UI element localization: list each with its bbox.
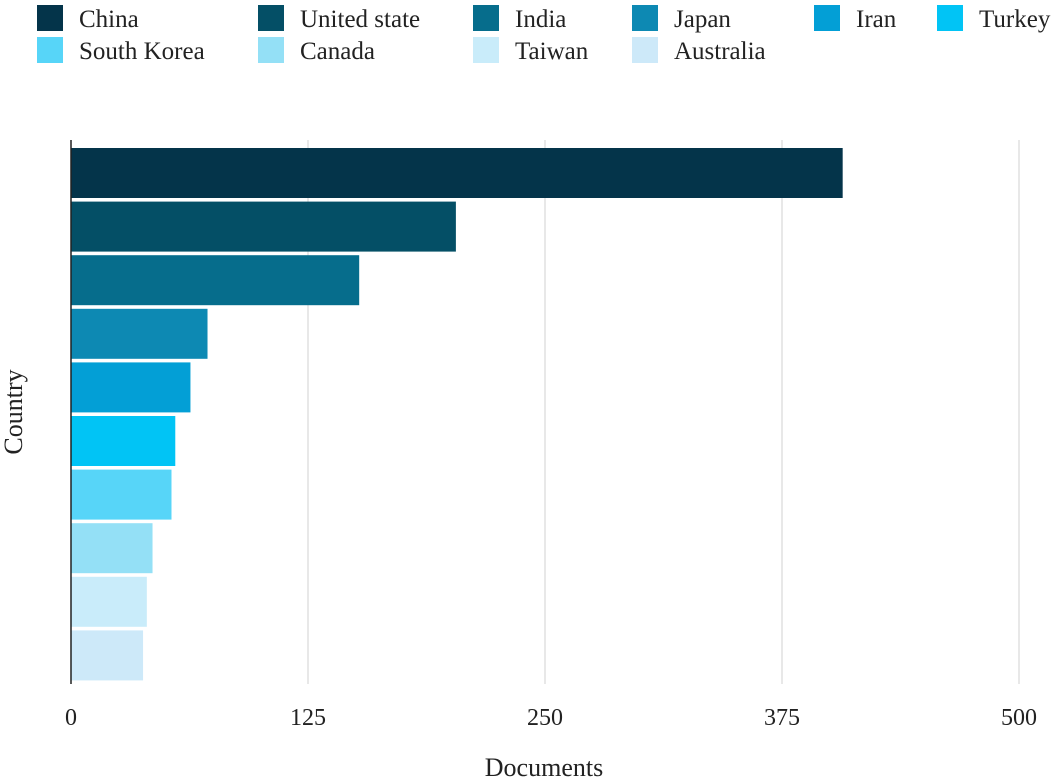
legend-swatch <box>258 37 284 63</box>
x-tick-label: 125 <box>290 705 326 731</box>
legend-label: South Korea <box>79 38 205 65</box>
legend-item-taiwan: Taiwan <box>473 37 589 65</box>
legend-item-japan: Japan <box>632 5 731 33</box>
x-axis-title: Documents <box>485 753 603 781</box>
legend-label: India <box>515 6 566 33</box>
x-tick-label: 375 <box>764 705 800 731</box>
x-tick-labels: 0 125 250 375 500 <box>65 705 1037 731</box>
legend-label: Taiwan <box>515 38 589 65</box>
x-tick-label: 0 <box>65 705 77 731</box>
legend-swatch <box>632 5 658 31</box>
legend-label: Australia <box>674 38 766 65</box>
legend-swatch <box>473 5 499 31</box>
bar-india <box>71 255 360 306</box>
legend-label: Iran <box>856 6 897 33</box>
bar-south-korea <box>71 469 172 520</box>
bar-japan <box>71 308 208 359</box>
x-tick-label: 500 <box>1001 705 1037 731</box>
bar-turkey <box>71 416 176 466</box>
gridlines <box>307 140 1020 684</box>
legend: China United state India Japan Iran Turkey Sou… <box>37 5 1051 65</box>
bar-iran <box>71 362 191 413</box>
bar-taiwan <box>71 576 147 627</box>
bar-australia <box>71 630 144 681</box>
legend-item-turkey: Turkey <box>937 5 1051 33</box>
legend-label: Japan <box>674 6 731 33</box>
legend-swatch <box>473 37 499 63</box>
y-axis-title: Country <box>0 369 28 454</box>
legend-item-canada: Canada <box>258 37 375 65</box>
legend-item-australia: Australia <box>632 37 766 65</box>
legend-item-iran: Iran <box>814 5 897 33</box>
bar-china <box>71 148 843 198</box>
legend-swatch <box>37 5 63 31</box>
legend-label: Turkey <box>979 6 1051 33</box>
legend-swatch <box>814 5 840 31</box>
legend-label: Canada <box>300 38 375 65</box>
legend-item-china: China <box>37 5 139 33</box>
legend-label: China <box>79 6 139 33</box>
legend-label: United state <box>300 6 420 33</box>
legend-item-india: India <box>473 5 566 33</box>
legend-swatch <box>632 37 658 63</box>
legend-item-united-state: United state <box>258 5 420 33</box>
bar-united-state <box>71 201 456 252</box>
x-tick-label: 250 <box>527 705 563 731</box>
bar-canada <box>71 523 153 574</box>
legend-swatch <box>258 5 284 31</box>
legend-swatch <box>37 37 63 63</box>
legend-item-south-korea: South Korea <box>37 37 205 65</box>
legend-swatch <box>937 5 963 31</box>
bars <box>71 148 843 681</box>
